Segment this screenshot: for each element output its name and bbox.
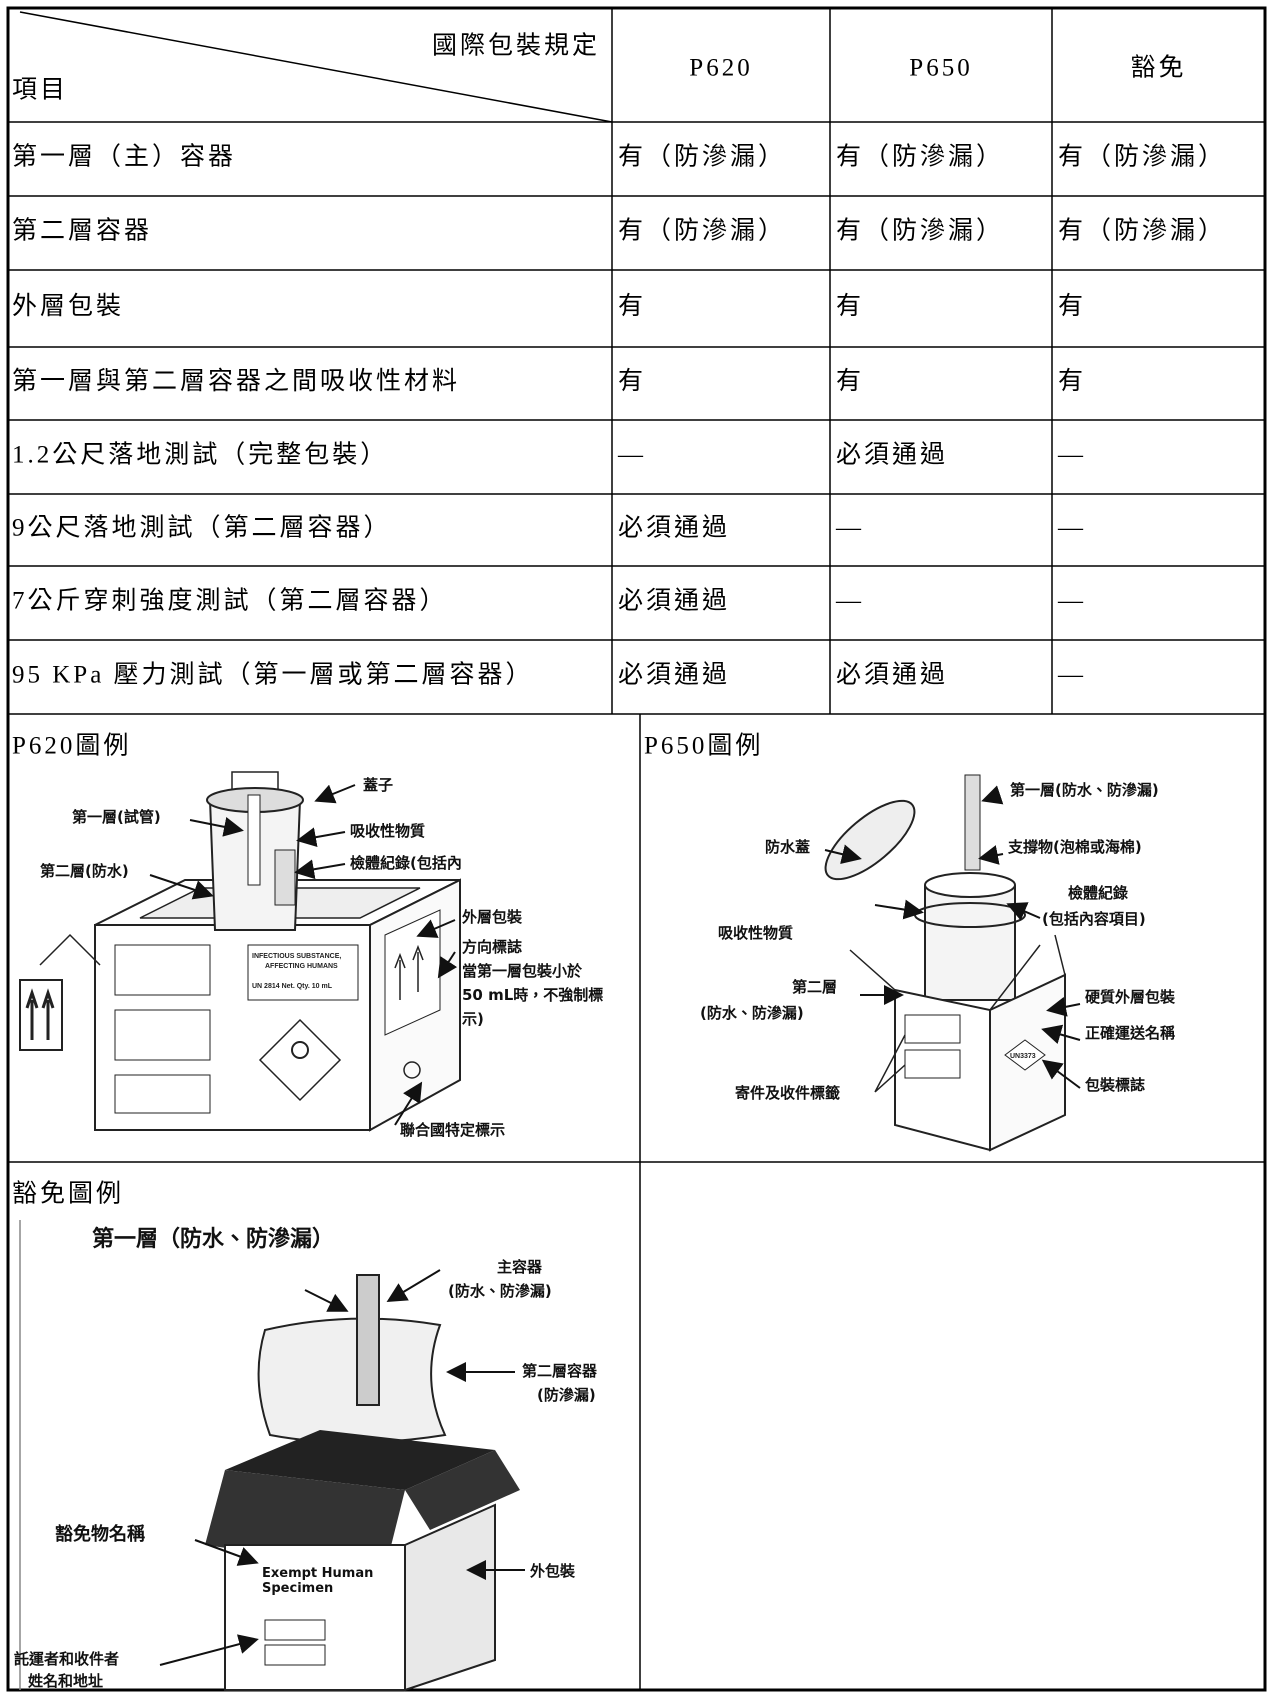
exempt-figure: 豁免圖例 第一層（防水、防滲漏） 主容器 (防水、防滲漏) 第二層容器 (防滲漏… bbox=[12, 1180, 597, 1692]
row-label: 第二層容器 bbox=[12, 217, 152, 245]
callout: 第一層(防水、防滲漏) bbox=[1010, 781, 1159, 799]
callout: 檢體紀錄 bbox=[1068, 884, 1128, 902]
box-label: Specimen bbox=[262, 1581, 333, 1596]
table-cell: 有（防滲漏） bbox=[836, 143, 1004, 171]
table-cell: — bbox=[1057, 515, 1086, 542]
callout: 第一層（防水、防滲漏） bbox=[92, 1226, 334, 1252]
callout: 包裝標誌 bbox=[1085, 1076, 1145, 1094]
callout: 第二層 bbox=[792, 978, 837, 996]
callout: 寄件及收件標籤 bbox=[735, 1084, 840, 1102]
callout: 姓名和地址 bbox=[27, 1672, 103, 1690]
callout: 蓋子 bbox=[363, 776, 393, 794]
table-cell: 有（防滲漏） bbox=[618, 217, 786, 245]
callout: 第二層(防水) bbox=[40, 862, 129, 880]
box-label: Exempt Human bbox=[262, 1566, 373, 1581]
callout: 外包裝 bbox=[530, 1562, 576, 1580]
callout: (防滲漏) bbox=[537, 1386, 596, 1404]
table-cell: — bbox=[1057, 662, 1086, 689]
table-cell: 必須通過 bbox=[618, 514, 730, 542]
callout: 硬質外層包裝 bbox=[1085, 988, 1176, 1006]
figure-title: P650圖例 bbox=[644, 732, 763, 760]
row-label: 1.2公尺落地測試（完整包裝） bbox=[12, 441, 388, 469]
box-label: UN3373 bbox=[1010, 1053, 1036, 1060]
callout: (包括內容項目) bbox=[1042, 910, 1146, 928]
table-cell: 有 bbox=[618, 367, 646, 395]
figure-title: P620圖例 bbox=[12, 732, 131, 760]
callout: 方向標誌 bbox=[462, 938, 522, 956]
callout: 50 mL時，不強制標 bbox=[462, 986, 603, 1004]
callout: 防水蓋 bbox=[765, 838, 810, 856]
table-cell: 有（防滲漏） bbox=[618, 143, 786, 171]
table-cell: 有（防滲漏） bbox=[1058, 217, 1226, 245]
table-cell: 有（防滲漏） bbox=[1058, 143, 1226, 171]
row-label: 第一層與第二層容器之間吸收性材料 bbox=[12, 367, 460, 395]
table-cell: 有 bbox=[1058, 367, 1086, 395]
callout: 第二層容器 bbox=[522, 1362, 597, 1380]
box-label: INFECTIOUS SUBSTANCE, bbox=[252, 953, 341, 960]
callout: 檢體紀錄(包括內 bbox=[350, 854, 462, 872]
callout: 支撐物(泡棉或海棉) bbox=[1007, 838, 1142, 856]
box-label: AFFECTING HUMANS bbox=[265, 963, 338, 970]
corner-bottom: 項目 bbox=[12, 77, 68, 104]
callout: (防水、防滲漏) bbox=[700, 1004, 804, 1022]
callout: 示) bbox=[462, 1010, 484, 1028]
column-header: 豁免 bbox=[1130, 54, 1186, 82]
table-cell: 必須通過 bbox=[618, 587, 730, 615]
row-label: 第一層（主）容器 bbox=[12, 143, 236, 171]
callout: 當第一層包裝小於 bbox=[462, 962, 583, 980]
table-cell: 有 bbox=[1058, 292, 1086, 320]
table-cell: — bbox=[1057, 588, 1086, 615]
callout: 正確運送名稱 bbox=[1085, 1024, 1175, 1042]
table-cell: — bbox=[835, 588, 864, 615]
callout: 主容器 bbox=[497, 1258, 542, 1276]
row-label: 外層包裝 bbox=[12, 292, 124, 320]
table-cell: 有 bbox=[618, 292, 646, 320]
table-cell: 有 bbox=[836, 367, 864, 395]
table-cell: 必須通過 bbox=[836, 661, 948, 689]
callout: 外層包裝 bbox=[462, 908, 523, 926]
callout: 豁免物名稱 bbox=[55, 1523, 145, 1545]
table-cell: 有 bbox=[836, 292, 864, 320]
row-label: 9公尺落地測試（第二層容器） bbox=[12, 514, 392, 542]
table-cell: 必須通過 bbox=[836, 441, 948, 469]
table-cell: — bbox=[617, 442, 646, 469]
callout: (防水、防滲漏) bbox=[448, 1282, 552, 1300]
figure-title: 豁免圖例 bbox=[12, 1180, 124, 1208]
table-cell: 必須通過 bbox=[618, 661, 730, 689]
p650-figure: P650圖例 UN3373 第一層(防水、防滲漏) 防水蓋 支撐物(泡棉或海棉)… bbox=[644, 732, 1176, 1152]
callout: 託運者和收件者 bbox=[14, 1650, 119, 1668]
table-cell: — bbox=[1057, 442, 1086, 469]
table-cell: — bbox=[835, 515, 864, 542]
table-cell: 有（防滲漏） bbox=[836, 217, 1004, 245]
row-label: 7公斤穿刺強度測試（第二層容器） bbox=[12, 587, 448, 615]
p620-figure: P620圖例 INFECTIOUS SUBSTANCE, AFFECTING H… bbox=[12, 732, 603, 1139]
column-header: P620 bbox=[689, 55, 752, 82]
column-header: P650 bbox=[909, 55, 972, 82]
callout: 第一層(試管) bbox=[72, 808, 161, 826]
box-label: UN 2814 Net. Qty. 10 mL bbox=[252, 983, 333, 990]
table-grid bbox=[6, 6, 1267, 1692]
callout: 吸收性物質 bbox=[718, 924, 793, 942]
row-label: 95 KPa 壓力測試（第一層或第二層容器） bbox=[12, 661, 534, 689]
callout: 吸收性物質 bbox=[350, 822, 425, 840]
callout: 聯合國特定標示 bbox=[400, 1121, 505, 1139]
corner-top: 國際包裝規定 bbox=[432, 32, 600, 60]
